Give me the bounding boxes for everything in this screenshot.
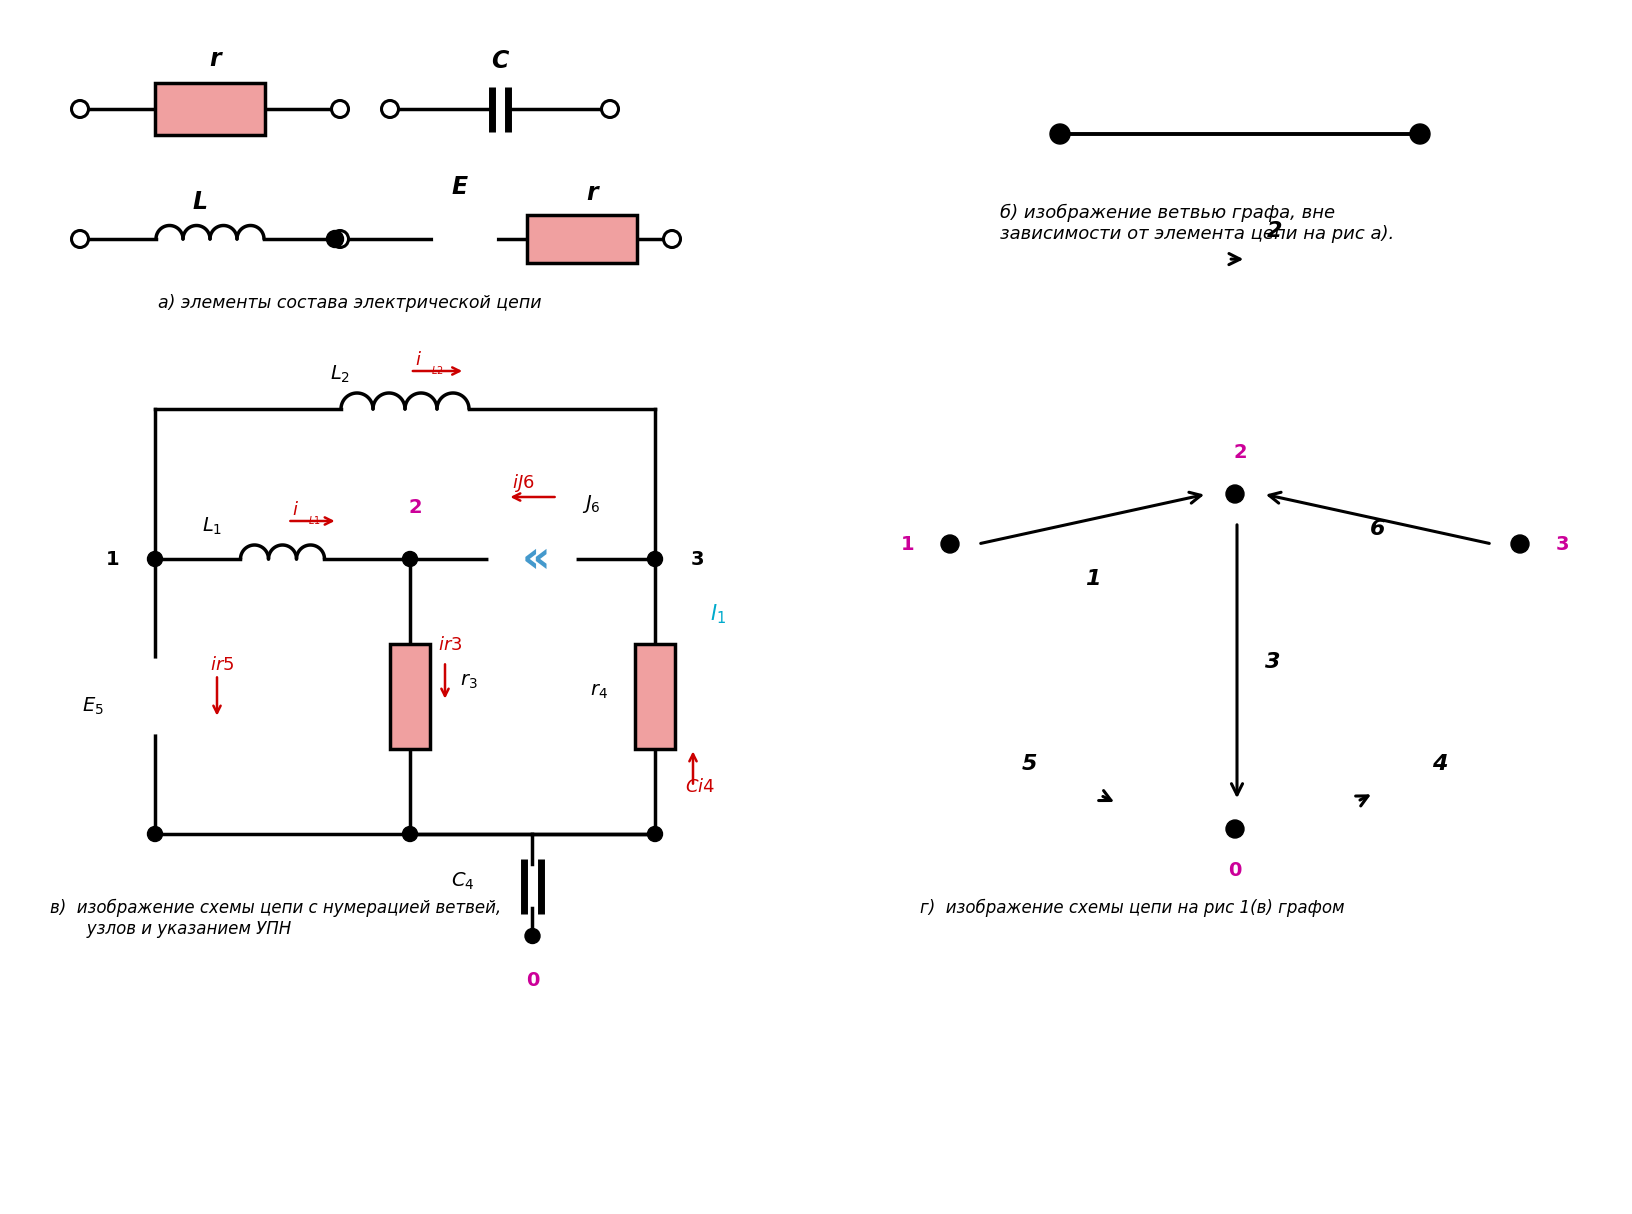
Circle shape xyxy=(648,827,663,841)
Circle shape xyxy=(674,537,720,582)
Circle shape xyxy=(72,101,88,118)
Text: C: C xyxy=(491,49,509,73)
Circle shape xyxy=(147,551,163,567)
Text: 2: 2 xyxy=(1268,221,1283,242)
Text: $I_1$: $I_1$ xyxy=(710,602,726,625)
Circle shape xyxy=(491,517,574,601)
Text: 2: 2 xyxy=(408,498,421,516)
Circle shape xyxy=(1226,486,1244,503)
Text: «: « xyxy=(522,538,552,580)
Bar xyxy=(635,643,676,749)
Circle shape xyxy=(90,537,135,582)
Circle shape xyxy=(382,101,398,118)
Text: 1: 1 xyxy=(1085,569,1100,589)
Text: $r_3$: $r_3$ xyxy=(460,673,478,691)
Text: $L_2$: $L_2$ xyxy=(330,364,349,385)
Bar xyxy=(155,83,264,135)
Circle shape xyxy=(331,101,349,118)
Circle shape xyxy=(602,101,619,118)
Text: 4: 4 xyxy=(1433,754,1448,775)
Text: $r_4$: $r_4$ xyxy=(591,682,607,700)
Text: 1: 1 xyxy=(106,550,119,568)
Text: $_{L2}$: $_{L2}$ xyxy=(431,363,444,378)
Circle shape xyxy=(942,535,960,554)
Text: в)  изображение схемы цепи с нумерацией ветвей,
       узлов и указанием УПН: в) изображение схемы цепи с нумерацией в… xyxy=(51,900,501,938)
Circle shape xyxy=(1511,535,1529,554)
Circle shape xyxy=(1209,846,1260,896)
Text: $L_1$: $L_1$ xyxy=(202,516,222,537)
Circle shape xyxy=(664,231,681,248)
Circle shape xyxy=(119,660,191,732)
Text: $Ci4$: $Ci4$ xyxy=(685,777,715,795)
Text: б) изображение ветвью графа, вне
зависимости от элемента цепи на рис а).: б) изображение ветвью графа, вне зависим… xyxy=(1000,204,1394,243)
Circle shape xyxy=(526,929,540,943)
Circle shape xyxy=(331,231,349,248)
Text: L: L xyxy=(193,189,207,214)
Text: 2: 2 xyxy=(1234,442,1247,461)
Bar xyxy=(390,643,429,749)
Text: 0: 0 xyxy=(1229,862,1242,880)
Circle shape xyxy=(509,958,555,1004)
Text: 6: 6 xyxy=(1369,520,1386,539)
Circle shape xyxy=(1214,427,1265,477)
Text: $C_4$: $C_4$ xyxy=(450,870,475,891)
Text: $ir3$: $ir3$ xyxy=(437,635,462,653)
Circle shape xyxy=(1049,124,1071,144)
Text: $J_6$: $J_6$ xyxy=(581,493,601,515)
Text: $E_5$: $E_5$ xyxy=(82,696,104,717)
Circle shape xyxy=(72,231,88,248)
Text: 3: 3 xyxy=(690,550,703,568)
Text: E: E xyxy=(452,175,468,199)
Text: 3: 3 xyxy=(1265,652,1281,671)
Circle shape xyxy=(1410,124,1430,144)
Circle shape xyxy=(326,231,343,248)
Text: а) элементы состава электрической цепи: а) элементы состава электрической цепи xyxy=(158,294,542,312)
Text: $i$: $i$ xyxy=(415,351,423,369)
Text: r: r xyxy=(209,47,220,70)
Text: $ir5$: $ir5$ xyxy=(211,656,235,674)
Circle shape xyxy=(648,551,663,567)
Text: 3: 3 xyxy=(1555,534,1568,554)
Bar xyxy=(527,215,636,263)
Circle shape xyxy=(436,209,494,270)
Text: 0: 0 xyxy=(526,971,539,991)
Text: r: r xyxy=(586,181,597,205)
Circle shape xyxy=(1226,819,1244,838)
Text: 1: 1 xyxy=(901,534,916,554)
Circle shape xyxy=(147,827,163,841)
Circle shape xyxy=(392,484,437,531)
Text: $_{L1}$: $_{L1}$ xyxy=(308,514,322,527)
Text: $i$: $i$ xyxy=(292,501,299,520)
Circle shape xyxy=(883,520,934,569)
Circle shape xyxy=(403,551,418,567)
Text: г)  изображение схемы цепи на рис 1(в) графом: г) изображение схемы цепи на рис 1(в) гр… xyxy=(920,900,1345,918)
Text: $iJ6$: $iJ6$ xyxy=(512,472,535,494)
Text: 5: 5 xyxy=(1022,754,1038,775)
Circle shape xyxy=(403,827,418,841)
Circle shape xyxy=(1537,520,1586,569)
